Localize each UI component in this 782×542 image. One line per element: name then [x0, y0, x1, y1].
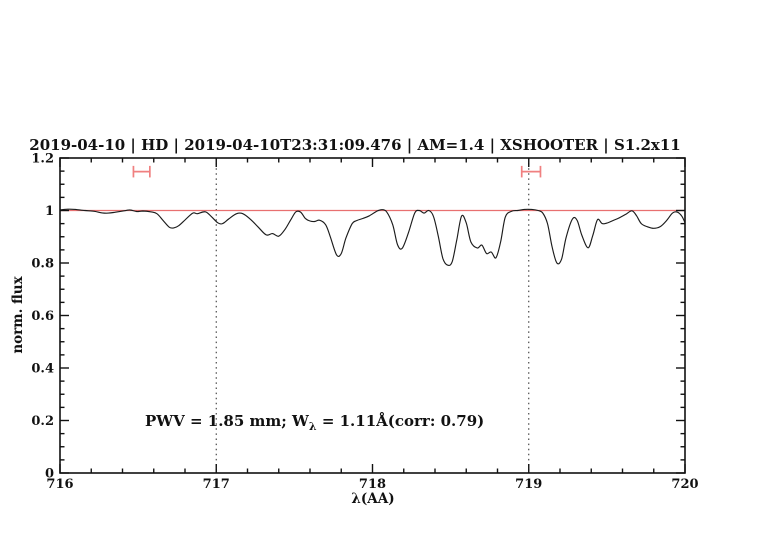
axes-frame-layer: 716 717 718 719 720 0 0.2 0.4 0.6 0.8 1 1.2 [31, 152, 698, 493]
x-tick-label: 716 [46, 477, 73, 492]
pwv-annotation: PWV = 1.85 mm; Wλ = 1.11Å(corr: 0.79) [145, 412, 484, 433]
x-axis-label: λ(AA) [351, 491, 394, 507]
annotation-suffix: = 1.11Å(corr: 0.79) [317, 412, 485, 430]
x-tick-label: 719 [515, 477, 542, 492]
y-tick-label: 0.6 [31, 309, 54, 324]
x-tick-label: 718 [359, 477, 386, 492]
x-tick-label: 720 [671, 477, 698, 492]
y-tick-label: 0.2 [31, 414, 54, 429]
y-tick-label: 0.4 [31, 362, 54, 377]
pwv-markers-layer [132, 165, 542, 178]
x-tick-label: 717 [203, 477, 230, 492]
annotation-lambda-subscript: λ [309, 420, 317, 433]
plot-title: 2019-04-10 | HD | 2019-04-10T23:31:09.47… [29, 136, 680, 154]
y-tick-label: 1 [45, 204, 54, 219]
y-axis-label: norm. flux [10, 275, 26, 353]
spectrum-line [59, 208, 686, 267]
y-tick-label: 0 [45, 467, 54, 482]
y-tick-label: 0.8 [31, 257, 54, 272]
annotation-prefix: PWV = 1.85 mm; W [145, 412, 310, 430]
y-tick-label: 1.2 [31, 152, 54, 167]
spectrum-curve-layer [59, 208, 686, 267]
reference-lines-layer [60, 158, 685, 473]
